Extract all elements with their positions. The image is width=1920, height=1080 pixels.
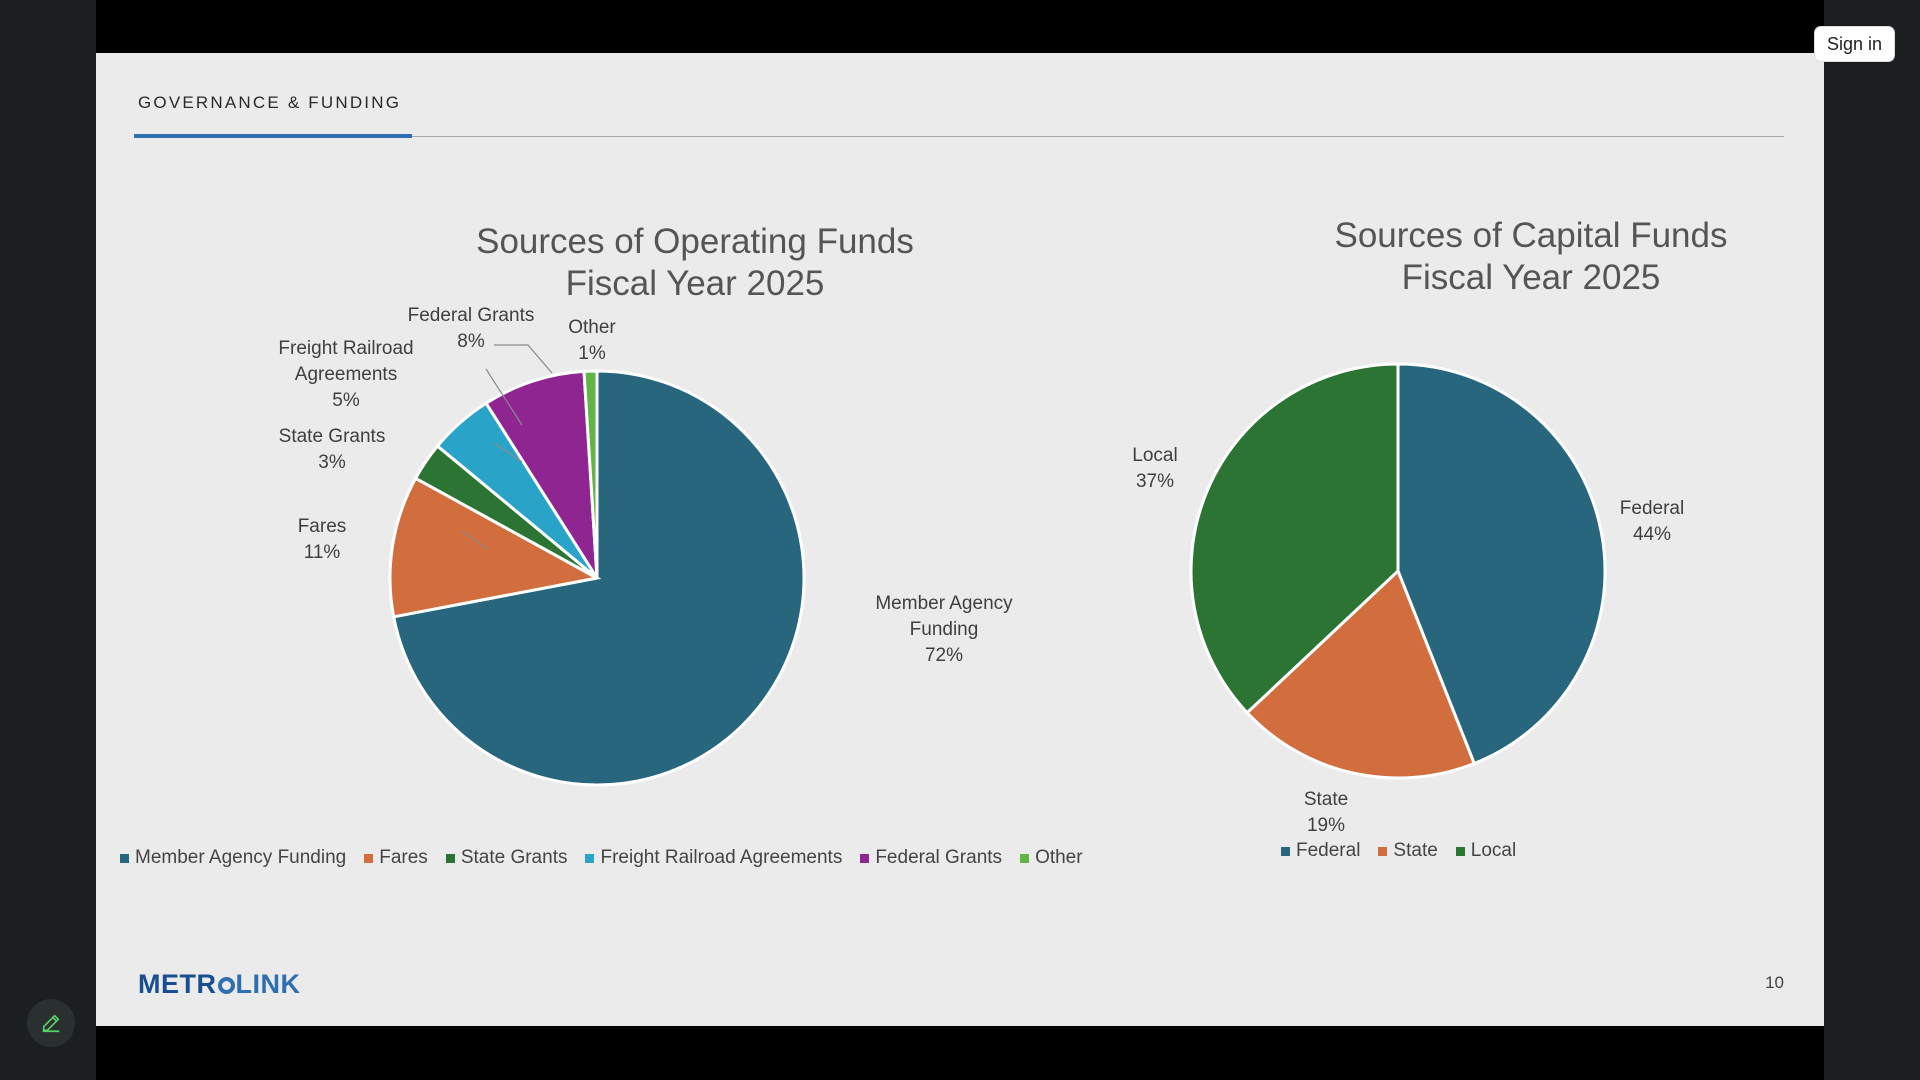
label-fares: Fares 11% [282, 514, 362, 566]
value-fares: 11% [303, 542, 341, 563]
operating-slice-other [582, 369, 599, 579]
section-title: GOVERNANCE & FUNDING [138, 93, 402, 112]
label-federal: Federal 44% [1612, 496, 1692, 548]
legend-label: Local [1470, 840, 1517, 861]
legend-item-state-grants: State Grants [445, 847, 568, 869]
bottom-letterbox [96, 1026, 1824, 1080]
capital-chart-title: Sources of Capital Funds Fiscal Year 202… [1151, 215, 1911, 299]
label-other: Other 1% [552, 315, 632, 367]
capital-title-line2: Fiscal Year 2025 [1401, 258, 1661, 297]
legend-swatch [860, 853, 870, 863]
operating-slice-fares [388, 476, 602, 619]
value-other: 1% [578, 343, 606, 364]
legend-swatch [585, 853, 595, 863]
legend-item-member-agency-funding: Member Agency Funding [120, 847, 346, 869]
legend-item-federal-grants: Federal Grants [860, 847, 1002, 869]
legend-swatch [364, 853, 374, 863]
legend-swatch [445, 853, 455, 863]
label-local: Local 37% [1115, 443, 1195, 495]
presentation-slide: GOVERNANCE & FUNDING Sources of Operatin… [96, 53, 1824, 1026]
capital-title-line1: Sources of Capital Funds [1334, 216, 1728, 255]
legend-swatch [120, 853, 129, 863]
capital-legend: Federal State Local [1281, 840, 1534, 862]
value-member-agency-funding: 72% [924, 645, 964, 666]
value-state: 19% [1306, 815, 1346, 836]
right-sidebar [1824, 0, 1920, 1080]
value-local: 37% [1135, 471, 1175, 492]
legend-swatch [1281, 846, 1290, 856]
edit-button[interactable] [27, 999, 75, 1047]
legend-label: Fares [379, 847, 428, 868]
leader-state-grants [493, 442, 523, 463]
legend-label: Federal [1296, 840, 1361, 861]
legend-label: State Grants [460, 847, 568, 868]
metrolink-logo: METR LINK [138, 969, 301, 1000]
operating-title-line2: Fiscal Year 2025 [565, 264, 825, 303]
logo-o-mark [217, 977, 235, 994]
value-freight-railroad: 5% [332, 390, 360, 411]
legend-label: Other [1035, 847, 1083, 868]
legend-label: Member Agency Funding [135, 847, 347, 868]
label-state-grants: State Grants 3% [272, 424, 392, 476]
label-state: State 19% [1286, 787, 1366, 839]
value-federal: 44% [1632, 524, 1672, 545]
capital-slice-local [1189, 362, 1400, 715]
leader-freight-railroad [485, 368, 523, 426]
legend-swatch [1378, 846, 1388, 856]
capital-slice-state [1244, 568, 1477, 780]
legend-label: Federal Grants [875, 847, 1003, 868]
legend-item-federal: Federal [1281, 840, 1360, 862]
operating-title-line1: Sources of Operating Funds [476, 222, 914, 261]
label-freight-railroad: Freight Railroad Agreements 5% [266, 336, 426, 414]
legend-item-freight-railroad: Freight Railroad Agreements [585, 847, 842, 869]
value-state-grants: 3% [318, 452, 346, 473]
label-member-agency-funding: Member Agency Funding 72% [844, 591, 1044, 669]
legend-item-state: State [1378, 840, 1438, 862]
capital-slice-federal [1396, 362, 1607, 766]
sign-in-button[interactable]: Sign in [1815, 27, 1894, 61]
page-number: 10 [1765, 973, 1784, 992]
operating-legend: Member Agency Funding Fares State Grants… [120, 847, 1101, 869]
legend-label: State [1393, 840, 1438, 861]
header-rule [134, 136, 1784, 137]
legend-item-local: Local [1455, 840, 1517, 862]
left-sidebar [0, 0, 96, 1080]
legend-swatch [1020, 853, 1030, 863]
top-letterbox [96, 0, 1824, 53]
operating-slice-federal-grants [484, 369, 599, 579]
header-rule-accent [134, 134, 412, 138]
logo-text-a: METR [138, 969, 217, 999]
pencil-icon [42, 1014, 60, 1033]
leader-federal-grants [494, 344, 553, 374]
value-federal-grants: 8% [457, 331, 485, 352]
legend-item-fares: Fares [364, 847, 428, 869]
leader-fares [461, 530, 489, 550]
legend-label: Freight Railroad Agreements [600, 847, 843, 868]
pie-charts-canvas [388, 344, 1607, 787]
legend-swatch [1455, 846, 1465, 856]
operating-chart-title: Sources of Operating Funds Fiscal Year 2… [311, 221, 1079, 305]
label-federal-grants: Federal Grants 8% [401, 303, 541, 355]
logo-text-b: LINK [235, 969, 301, 999]
legend-item-other: Other [1020, 847, 1083, 869]
